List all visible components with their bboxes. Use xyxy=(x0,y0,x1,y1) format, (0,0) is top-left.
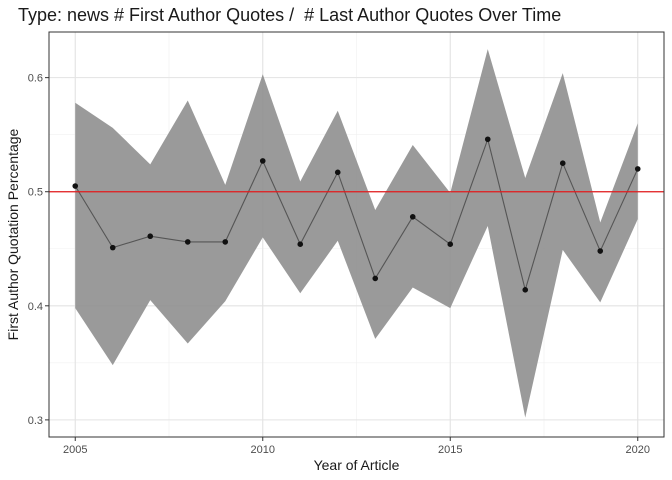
y-tick-label: 0.6 xyxy=(28,73,43,85)
data-point xyxy=(634,166,641,172)
axes: 2005 2010 2015 2020 0.3 0.4 0.5 0.6 xyxy=(28,73,650,456)
data-point xyxy=(334,169,341,176)
series-line xyxy=(74,137,639,292)
data-point xyxy=(409,214,416,220)
data-point xyxy=(147,233,154,240)
data-point xyxy=(297,241,304,247)
data-point xyxy=(372,275,379,282)
y-axis-title: First Author Quotation Percentage xyxy=(5,128,21,340)
data-point xyxy=(597,248,604,254)
confidence-ribbon-layer xyxy=(75,49,638,418)
data-point xyxy=(559,160,566,166)
x-axis-title: Year of Article xyxy=(314,457,400,473)
confidence-ribbon xyxy=(75,49,638,418)
y-tick-label: 0.4 xyxy=(28,301,43,313)
data-point xyxy=(522,287,529,293)
x-tick-label: 2005 xyxy=(63,444,87,456)
data-point xyxy=(484,136,491,143)
points-layer xyxy=(72,136,641,293)
y-tick-label: 0.5 xyxy=(28,187,43,199)
data-point xyxy=(109,244,116,251)
x-tick-label: 2020 xyxy=(626,444,650,456)
data-point xyxy=(184,239,191,245)
x-tick-label: 2015 xyxy=(438,444,462,456)
data-point xyxy=(222,239,229,245)
series-line-layer xyxy=(74,137,639,292)
data-point xyxy=(447,241,454,247)
data-point xyxy=(72,183,79,189)
panel-border xyxy=(48,31,665,438)
y-tick-label: 0.3 xyxy=(28,415,43,427)
x-tick-label: 2010 xyxy=(251,444,275,456)
chart-title: Type: news # First Author Quotes / # Las… xyxy=(18,5,562,25)
data-point xyxy=(259,158,266,164)
